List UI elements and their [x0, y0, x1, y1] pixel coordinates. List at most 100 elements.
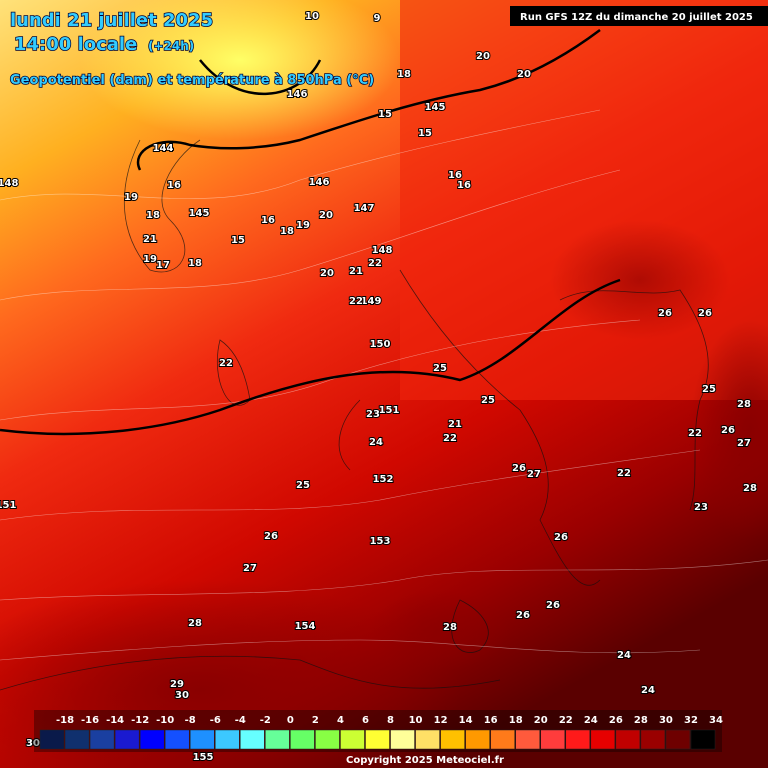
map-shade — [80, 0, 400, 140]
temperature-label: 28 — [188, 618, 202, 629]
map-title: lundi 21 juillet 2025 — [10, 10, 213, 31]
legend-swatch — [265, 729, 290, 750]
legend-tick-label: -10 — [156, 715, 174, 726]
temperature-label: 16 — [261, 215, 275, 226]
legend-swatch — [665, 729, 691, 750]
geopotential-label: 147 — [354, 203, 375, 214]
legend-tick-label: 22 — [559, 715, 573, 726]
map-shade — [370, 590, 510, 670]
legend-swatch — [615, 729, 641, 750]
color-legend: -18 -16 -14 -12 -10 -8 -6 -4 -2 0 2 4 6 8 10 12 14 16 18 20… — [34, 710, 723, 752]
legend-swatch — [240, 729, 265, 750]
temperature-label: 24 — [617, 650, 631, 661]
legend-tick-label: 30 — [659, 715, 673, 726]
temperature-label: 15 — [418, 128, 432, 139]
legend-tick-label: 32 — [684, 715, 698, 726]
temperature-label: 16 — [448, 170, 462, 181]
temperature-label: 18 — [146, 210, 160, 221]
legend-tick-label: 6 — [362, 715, 369, 726]
geopotential-label: 150 — [370, 339, 391, 350]
legend-swatch — [415, 729, 440, 750]
temperature-label: 25 — [481, 395, 495, 406]
temperature-label: 18 — [280, 226, 294, 237]
legend-tick-label: 34 — [709, 715, 723, 726]
legend-tick-label: -12 — [131, 715, 149, 726]
temperature-label: 21 — [349, 266, 363, 277]
geopotential-label: 146 — [287, 89, 308, 100]
legend-swatch — [440, 729, 465, 750]
legend-swatch — [189, 729, 215, 750]
temperature-label: 21 — [448, 419, 462, 430]
temperature-label: 26 — [658, 308, 672, 319]
map-subtitle: 14:00 locale — [14, 34, 137, 55]
temperature-label: 18 — [188, 258, 202, 269]
legend-tick-label: -6 — [210, 715, 221, 726]
legend-swatch — [515, 729, 540, 750]
geopotential-label: 144 — [153, 143, 174, 154]
coastlines — [0, 139, 709, 691]
temperature-label: 26 — [698, 308, 712, 319]
map-shade — [550, 220, 730, 340]
map-subtitle-note: (+24h) — [148, 39, 194, 53]
map-shade — [690, 320, 768, 540]
map-labels: 1441451461471481491501511521531541551451… — [0, 10, 758, 764]
temperature-label: 20 — [517, 69, 531, 80]
legend-swatch — [540, 729, 566, 750]
temperature-label: 30 — [26, 738, 40, 749]
geopotential-label: 146 — [309, 177, 330, 188]
legend-tick-label: 0 — [287, 715, 294, 726]
temperature-label: 26 — [721, 425, 735, 436]
legend-swatch — [139, 729, 165, 750]
legend-tick-label: 12 — [434, 715, 448, 726]
map-shade — [0, 580, 460, 768]
legend-tick-label: 18 — [509, 715, 523, 726]
legend-swatch — [39, 729, 65, 750]
legend-tick-label: -18 — [56, 715, 74, 726]
legend-tick-label: 2 — [312, 715, 319, 726]
legend-tick-label: 16 — [484, 715, 498, 726]
legend-swatch — [64, 729, 90, 750]
temperature-label: 27 — [527, 469, 541, 480]
geopotential-label: 149 — [361, 296, 382, 307]
legend-swatch — [490, 729, 515, 750]
geopotential-label: 152 — [373, 474, 394, 485]
temperature-label: 25 — [702, 384, 716, 395]
temperature-label: 17 — [156, 260, 170, 271]
temperature-label: 25 — [433, 363, 447, 374]
geopotential-label: 148 — [372, 245, 393, 256]
legend-tick-label: 24 — [584, 715, 598, 726]
geopotential-label: 151 — [0, 500, 16, 511]
copyright: Copyright 2025 Meteociel.fr — [346, 755, 504, 766]
temperature-label: 30 — [175, 690, 189, 701]
temperature-label: 18 — [397, 69, 411, 80]
temperature-label: 26 — [264, 531, 278, 542]
legend-tick-label: 4 — [337, 715, 344, 726]
geopotential-label: 151 — [379, 405, 400, 416]
temperature-label: 28 — [743, 483, 757, 494]
temperature-label: 20 — [319, 210, 333, 221]
legend-swatch — [590, 729, 616, 750]
legend-swatch — [114, 729, 140, 750]
legend-swatch — [390, 729, 415, 750]
legend-swatch — [565, 729, 591, 750]
temperature-label: 22 — [349, 296, 363, 307]
temperature-label: 9 — [374, 13, 381, 24]
legend-tick-label: 26 — [609, 715, 623, 726]
legend-swatch — [89, 729, 115, 750]
temperature-label: 22 — [617, 468, 631, 479]
legend-swatch — [164, 729, 190, 750]
temperature-label: 21 — [143, 234, 157, 245]
legend-swatch — [465, 729, 490, 750]
temperature-label: 20 — [320, 268, 334, 279]
run-banner — [510, 6, 768, 26]
temperature-label: 28 — [737, 399, 751, 410]
geopotential-label: 153 — [370, 536, 391, 547]
temperature-label: 26 — [546, 600, 560, 611]
legend-tick-label: -4 — [235, 715, 246, 726]
temperature-label: 10 — [305, 11, 319, 22]
temperature-label: 23 — [694, 502, 708, 513]
temperature-label: 23 — [366, 409, 380, 420]
legend-swatch — [290, 729, 315, 750]
